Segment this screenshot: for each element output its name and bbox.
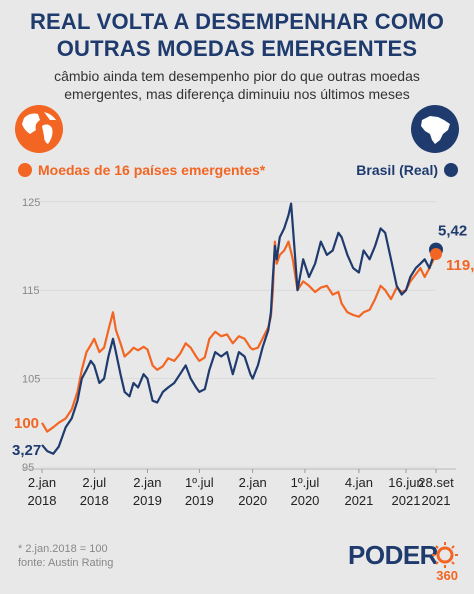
chart-subtitle: câmbio ainda tem desempenho pior do que … bbox=[0, 67, 474, 103]
x-tick-label-top: 2.jan bbox=[133, 475, 161, 490]
title-line-1: REAL VOLTA A DESEMPENHAR COMO bbox=[29, 9, 445, 34]
x-tick-label-top: 1º.jul bbox=[291, 475, 320, 490]
end-label-emerging: 119,1 bbox=[446, 257, 474, 274]
globe-icon bbox=[15, 105, 63, 153]
y-tick-label: 95 bbox=[22, 462, 34, 474]
end-label-brazil: 5,42 bbox=[438, 223, 467, 240]
x-tick-label-bottom: 2019 bbox=[185, 493, 214, 508]
subtitle-line-1: câmbio ainda tem desempenho pior do que … bbox=[54, 68, 420, 84]
start-label-brazil: 3,27 bbox=[12, 442, 41, 459]
y-tick-label: 125 bbox=[22, 197, 40, 209]
poder360-logo: PODER 360 bbox=[348, 540, 458, 584]
legend-brazil: Brasil (Real) bbox=[356, 162, 458, 178]
chart-title: REAL VOLTA A DESEMPENHAR COMO OUTRAS MOE… bbox=[0, 8, 474, 62]
subtitle-line-2: emergentes, mas diferença diminuiu nos ú… bbox=[64, 86, 410, 102]
x-tick-label-bottom: 2019 bbox=[133, 493, 162, 508]
x-tick-label-bottom: 2021 bbox=[344, 493, 373, 508]
legend-label-emerging: Moedas de 16 países emergentes* bbox=[38, 162, 266, 178]
end-dot-emerging bbox=[430, 247, 442, 260]
brazil-map-icon bbox=[411, 105, 459, 153]
start-label-emerging: 100 bbox=[14, 415, 39, 432]
x-tick-label-top: 2.jan bbox=[28, 475, 56, 490]
series-line-emerging bbox=[41, 240, 438, 433]
x-tick-label-bottom: 2020 bbox=[238, 493, 267, 508]
x-tick-label-bottom: 2018 bbox=[80, 493, 109, 508]
x-tick-label-top: 2.jan bbox=[239, 475, 267, 490]
legend-dot-emerging bbox=[18, 163, 32, 177]
logo-sub: 360 bbox=[436, 568, 458, 583]
x-tick-label-bottom: 2020 bbox=[290, 493, 319, 508]
footnote: * 2.jan.2018 = 100 bbox=[18, 543, 108, 555]
x-tick-label-bottom: 2021 bbox=[422, 493, 451, 508]
x-tick-label-top: 4.jan bbox=[345, 475, 373, 490]
title-line-2: OUTRAS MOEDAS EMERGENTES bbox=[56, 36, 418, 61]
x-tick-label-top: 2.jul bbox=[82, 475, 106, 490]
line-chart: 95 105 115 125 2.jan 2018 2.jul 2018 2.jan 2019 1º… bbox=[12, 197, 474, 508]
x-tick-label-top: 1º.jul bbox=[185, 475, 214, 490]
logo-word: PODER bbox=[348, 540, 438, 570]
legend-dot-brazil bbox=[444, 163, 458, 177]
sun-icon bbox=[432, 542, 458, 568]
x-tick-label-top: 16.jun bbox=[388, 475, 423, 490]
x-tick-label-bottom: 2018 bbox=[28, 493, 57, 508]
x-tick-label-top: 28.set bbox=[418, 475, 454, 490]
legend-label-brazil: Brasil (Real) bbox=[356, 162, 438, 178]
y-tick-label: 115 bbox=[22, 285, 40, 297]
series-line-brazil bbox=[41, 202, 438, 455]
legend-emerging: Moedas de 16 países emergentes* bbox=[18, 162, 265, 178]
y-tick-label: 105 bbox=[22, 374, 40, 386]
x-tick-label-bottom: 2021 bbox=[392, 493, 421, 508]
source-note: fonte: Austin Rating bbox=[18, 557, 114, 569]
